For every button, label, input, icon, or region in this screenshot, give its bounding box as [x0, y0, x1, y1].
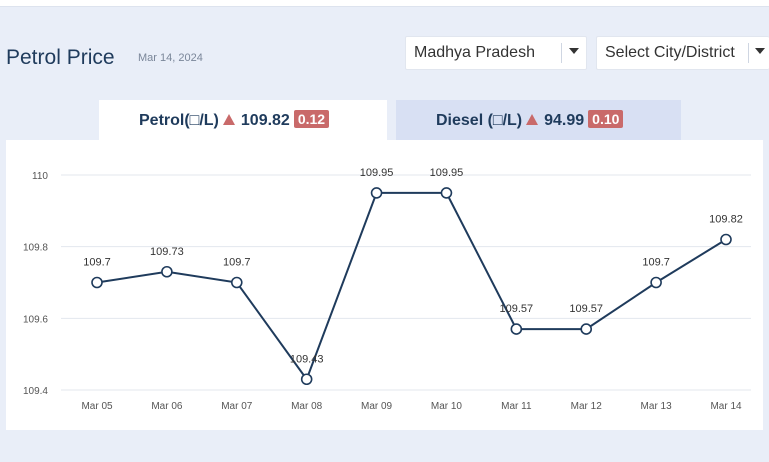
x-tick-label: Mar 13 [641, 401, 673, 412]
data-point [161, 265, 173, 278]
price-chart-card: 110 109.8 109.6 109.4 Mar 05 Mar 06 Mar 07 Mar … [6, 140, 763, 430]
chevron-down-icon[interactable] [755, 48, 765, 54]
price-up-icon [222, 114, 235, 125]
x-tick-label: Mar 05 [81, 401, 113, 412]
chevron-down-icon[interactable] [569, 48, 579, 54]
data-label: 109.43 [290, 353, 324, 365]
data-point [650, 276, 662, 289]
x-tick-label: Mar 11 [501, 401, 532, 412]
data-point [370, 187, 383, 199]
tab-petrol-change-badge: 0.12 [293, 110, 330, 128]
data-point [580, 323, 593, 335]
city-select[interactable]: Select City/District [596, 36, 769, 70]
tab-diesel-label: Diesel (□/L) [436, 112, 523, 129]
tab-petrol-label: Petrol(□/L) [139, 112, 219, 129]
x-tick-label: Mar 07 [221, 401, 253, 412]
state-select[interactable]: Madhya Pradesh [405, 36, 587, 70]
price-header: Petrol Price Mar 14, 2024 Madhya Pradesh… [0, 30, 769, 90]
select-divider [561, 43, 562, 63]
data-label: 109.57 [500, 303, 534, 315]
data-point [91, 276, 103, 289]
tab-petrol[interactable]: Petrol(□/L) 109.82 0.12 [99, 100, 387, 140]
data-point [230, 276, 243, 289]
x-tick-label: Mar 08 [291, 401, 323, 412]
data-label: 109.57 [569, 303, 603, 315]
data-label: 109.73 [150, 246, 184, 258]
data-label: 109.95 [430, 167, 464, 179]
data-point [300, 373, 313, 386]
data-label: 109.7 [223, 257, 251, 269]
x-tick-label: Mar 06 [151, 401, 183, 412]
data-label: 109.95 [360, 167, 394, 179]
state-select-value: Madhya Pradesh [414, 44, 535, 61]
tab-diesel-price: 94.99 [544, 112, 585, 129]
price-line [96, 191, 727, 382]
data-point [510, 323, 523, 335]
x-tick-label: Mar 09 [361, 401, 393, 412]
tab-diesel[interactable]: Diesel (□/L) 94.99 0.10 [396, 100, 681, 140]
y-tick-label: 109.8 [23, 243, 48, 254]
price-line-chart: 110 109.8 109.6 109.4 Mar 05 Mar 06 Mar 07 Mar … [23, 167, 751, 412]
y-tick-label: 110 [32, 171, 48, 182]
data-label: 109.82 [709, 214, 743, 226]
data-point [720, 233, 732, 246]
x-tick-label: Mar 12 [571, 401, 603, 412]
select-divider [748, 43, 749, 63]
data-point [440, 187, 453, 199]
x-tick-label: Mar 14 [710, 401, 742, 412]
price-up-icon [526, 114, 539, 125]
city-select-value: Select City/District [605, 44, 735, 61]
price-date: Mar 14, 2024 [138, 52, 203, 64]
data-label: 109.7 [83, 257, 111, 269]
top-strip [0, 0, 769, 7]
y-tick-label: 109.6 [23, 314, 48, 325]
data-label: 109.7 [642, 257, 670, 269]
tab-diesel-change-badge: 0.10 [588, 110, 624, 128]
page-title: Petrol Price [6, 46, 115, 69]
tab-petrol-price: 109.82 [240, 112, 290, 129]
y-tick-label: 109.4 [23, 386, 48, 397]
x-tick-label: Mar 10 [431, 401, 463, 412]
